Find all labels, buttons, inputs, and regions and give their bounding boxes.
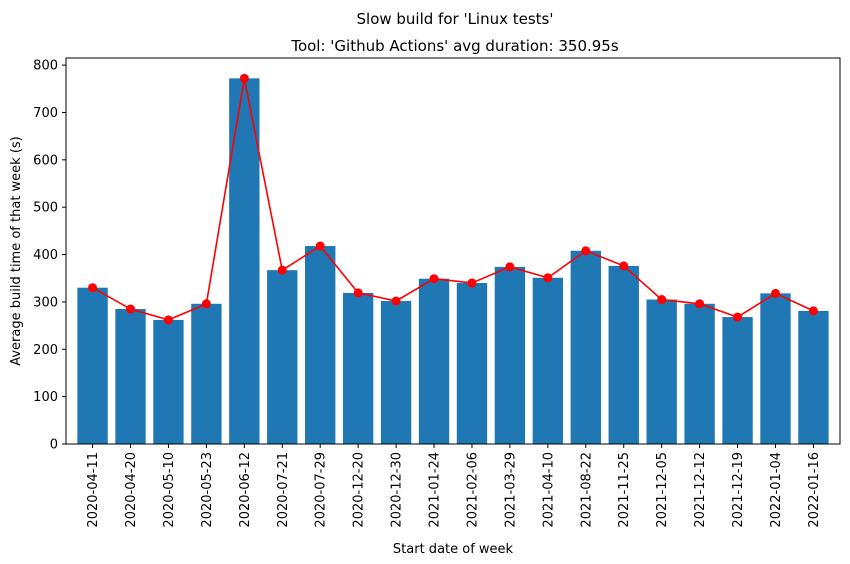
point-2021-08-22 xyxy=(581,246,591,256)
bar-2020-07-29 xyxy=(305,246,336,444)
x-tick-label: 2020-04-11 xyxy=(86,452,101,528)
bar-2021-12-12 xyxy=(684,303,715,444)
y-tick-label: 0 xyxy=(50,438,58,453)
y-axis: 0 100 200 300 400 500 600 700 800 xyxy=(33,59,66,453)
y-tick-label: 500 xyxy=(33,201,58,216)
x-tick-label: 2021-02-06 xyxy=(465,452,480,528)
x-tick-label: 2020-07-29 xyxy=(314,452,329,528)
bar-2021-04-10 xyxy=(532,277,564,444)
y-tick-label: 400 xyxy=(33,248,58,263)
bar-2020-05-10 xyxy=(153,319,184,444)
bar-2022-01-04 xyxy=(760,293,791,444)
bar-2021-12-05 xyxy=(646,299,677,444)
y-axis-label: Average build time of that week (s) xyxy=(9,136,24,366)
point-2021-12-12 xyxy=(695,299,705,309)
point-2021-01-24 xyxy=(429,274,439,284)
x-axis: 2020-04-11 2020-04-20 2020-05-10 2020-05-23… xyxy=(86,444,822,528)
bar-2020-07-21 xyxy=(267,270,298,444)
bars-group xyxy=(77,78,829,444)
bar-2020-12-20 xyxy=(342,292,374,444)
line-group xyxy=(88,73,818,325)
chart-title: Tool: 'Github Actions' avg duration: 350… xyxy=(290,37,619,55)
x-tick-label: 2021-04-10 xyxy=(541,452,556,528)
bar-2021-03-29 xyxy=(494,266,526,444)
bar-2020-04-11 xyxy=(77,287,108,444)
x-tick-label: 2022-01-16 xyxy=(807,452,822,528)
point-2020-05-10 xyxy=(163,315,173,325)
point-2020-04-11 xyxy=(88,283,98,293)
x-tick-label: 2020-05-10 xyxy=(162,452,177,528)
x-tick-label: 2021-12-19 xyxy=(731,452,746,528)
y-tick-label: 700 xyxy=(33,106,58,121)
bar-2020-12-30 xyxy=(380,300,412,444)
point-2022-01-16 xyxy=(808,306,818,316)
point-2021-02-06 xyxy=(467,278,477,288)
x-tick-label: 2020-12-20 xyxy=(352,452,367,528)
bar-2021-08-22 xyxy=(570,250,601,444)
y-tick-label: 300 xyxy=(33,295,58,310)
x-tick-label: 2021-11-25 xyxy=(617,452,632,528)
x-tick-label: 2020-12-30 xyxy=(390,452,405,528)
point-2020-05-23 xyxy=(201,299,211,309)
bar-2021-01-24 xyxy=(418,278,450,444)
x-tick-label: 2020-06-12 xyxy=(238,452,253,528)
x-tick-label: 2021-08-22 xyxy=(579,452,594,528)
y-tick-label: 200 xyxy=(33,343,58,358)
x-tick-label: 2021-12-12 xyxy=(693,452,708,528)
x-tick-label: 2020-04-20 xyxy=(124,452,139,528)
point-2021-12-05 xyxy=(657,295,667,305)
point-2020-12-20 xyxy=(353,288,363,298)
x-tick-label: 2021-01-24 xyxy=(428,452,443,528)
point-2021-03-29 xyxy=(505,262,515,272)
chart-suptitle: Slow build for 'Linux tests' xyxy=(357,10,554,28)
point-2021-11-25 xyxy=(619,261,629,271)
x-tick-label: 2021-12-05 xyxy=(655,452,670,528)
bar-2021-02-06 xyxy=(456,282,488,444)
x-tick-label: 2022-01-04 xyxy=(769,452,784,528)
plot-frame xyxy=(65,57,841,445)
point-2021-04-10 xyxy=(543,273,553,283)
bar-2020-05-23 xyxy=(191,303,222,444)
x-tick-label: 2021-03-29 xyxy=(503,452,518,528)
bar-2021-12-19 xyxy=(722,317,753,444)
trend-line xyxy=(92,78,814,321)
bar-2021-11-25 xyxy=(608,265,639,444)
point-2020-07-21 xyxy=(277,265,287,275)
point-2020-12-30 xyxy=(391,296,401,306)
y-tick-label: 100 xyxy=(33,390,58,405)
y-tick-label: 800 xyxy=(33,59,58,74)
x-tick-label: 2020-05-23 xyxy=(200,452,215,528)
point-2022-01-04 xyxy=(771,288,780,298)
point-2020-07-29 xyxy=(315,241,325,251)
point-2020-06-12 xyxy=(239,73,249,83)
bar-2020-04-20 xyxy=(115,309,146,444)
x-tick-label: 2020-07-21 xyxy=(276,452,291,528)
y-tick-label: 600 xyxy=(33,153,58,168)
bar-2022-01-16 xyxy=(798,310,829,444)
point-2021-12-19 xyxy=(733,312,743,322)
x-axis-label: Start date of week xyxy=(393,542,514,557)
point-2020-04-20 xyxy=(126,304,135,314)
